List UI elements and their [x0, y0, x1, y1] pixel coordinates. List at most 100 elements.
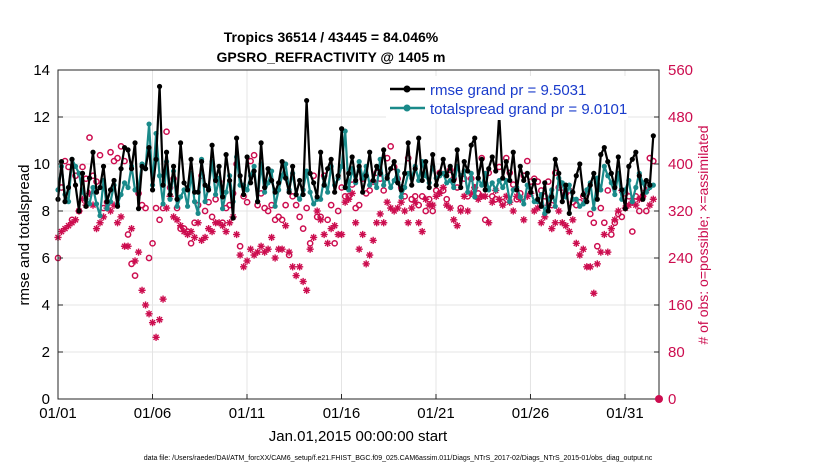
- rmse-series-point: [62, 199, 68, 205]
- rmse-series-point: [128, 166, 135, 172]
- obs-assimilated-point: [306, 245, 314, 253]
- rmse-series-point: [542, 180, 548, 186]
- obs-possible-point: [278, 216, 286, 224]
- rmse-series-point: [517, 163, 523, 169]
- rmse-series-point: [514, 187, 520, 193]
- spread-series-point: [104, 206, 110, 212]
- obs-possible-point: [156, 216, 163, 224]
- spread-series-point: [97, 213, 103, 219]
- rmse-series-point: [538, 203, 544, 209]
- rmse-series-point: [391, 159, 397, 165]
- rmse-series-point: [388, 166, 394, 172]
- obs-possible-point: [590, 219, 598, 227]
- chart-subtitle: GPSRO_REFRACTIVITY @ 1405 m: [217, 49, 446, 65]
- obs-assimilated-point: [278, 245, 286, 253]
- rmse-series-point: [241, 191, 247, 198]
- rmse-series-point: [216, 163, 222, 169]
- y-tick-label: 0: [42, 391, 50, 408]
- y-tick-label: 2: [42, 344, 50, 361]
- rmse-series-point: [325, 166, 331, 172]
- rmse-series-point: [314, 194, 320, 200]
- x-axis-label: Jan.01,2015 00:00:00 start: [269, 428, 448, 445]
- obs-possible-point: [387, 143, 395, 150]
- obs-assimilated-point: [586, 263, 594, 271]
- obs-assimilated-point: [569, 216, 577, 224]
- y-right-tick-label: 240: [668, 250, 693, 267]
- spread-series-point: [195, 210, 201, 216]
- spread-series-point: [601, 163, 607, 169]
- rmse-series-point: [465, 168, 471, 174]
- obs-assimilated-point: [352, 219, 360, 227]
- obs-possible-point: [163, 128, 170, 136]
- spread-series-point: [493, 187, 499, 193]
- obs-assimilated-point: [362, 260, 370, 268]
- obs-assimilated-point: [495, 195, 503, 203]
- obs-possible-point: [628, 228, 636, 235]
- spread-series-point: [121, 180, 128, 186]
- rmse-series-point: [318, 149, 324, 155]
- rmse-series-point: [444, 173, 450, 179]
- spread-series-point: [500, 184, 506, 191]
- obs-assimilated-point: [387, 204, 395, 212]
- obs-assimilated-point: [600, 230, 608, 239]
- rmse-series-point: [472, 135, 478, 141]
- spread-series-point: [90, 184, 96, 191]
- rmse-series-point: [451, 177, 457, 184]
- rmse-series-point: [132, 140, 138, 146]
- rmse-series-point: [475, 175, 481, 181]
- obs-assimilated-point: [562, 222, 570, 230]
- obs-assimilated-point: [96, 219, 104, 227]
- spread-series-point: [167, 196, 173, 202]
- obs-assimilated-point: [162, 204, 171, 212]
- obs-assimilated-point: [520, 216, 528, 224]
- obs-possible-point: [264, 207, 272, 215]
- obs-assimilated-point: [548, 225, 556, 233]
- obs-assimilated-point: [408, 204, 416, 212]
- obs-assimilated-point: [148, 319, 157, 327]
- obs-assimilated-point: [460, 192, 468, 200]
- obs-possible-point: [586, 210, 594, 218]
- rmse-series-point: [433, 182, 439, 188]
- obs-assimilated-point: [113, 219, 122, 227]
- obs-assimilated-point: [649, 195, 657, 203]
- spread-series-point: [146, 121, 152, 127]
- obs-assimilated-point: [446, 204, 454, 212]
- rmse-series-point: [195, 189, 201, 195]
- zero-obs-marker: [655, 395, 663, 403]
- spread-series-point: [93, 201, 100, 207]
- y-right-tick-label: 160: [668, 297, 693, 314]
- obs-possible-point: [597, 204, 605, 212]
- spread-series-point: [219, 206, 226, 212]
- rmse-series-point: [416, 135, 422, 141]
- rmse-series-point: [510, 149, 516, 155]
- rmse-series-point: [580, 191, 586, 198]
- rmse-series-point: [328, 156, 334, 162]
- rmse-series-point: [202, 182, 208, 188]
- obs-assimilated-point: [292, 272, 300, 280]
- rmse-series-point: [556, 170, 562, 176]
- obs-assimilated-point: [296, 263, 304, 271]
- y-axis-right: 0 80 160 240 320 400 480 560: [654, 62, 693, 408]
- obs-assimilated-point: [418, 227, 426, 236]
- obs-assimilated-point: [373, 219, 381, 227]
- obs-assimilated-point: [271, 254, 279, 262]
- spread-series-point: [573, 196, 579, 202]
- rmse-series-point: [79, 170, 86, 176]
- rmse-series-point: [146, 144, 152, 151]
- rmse-series-point: [223, 152, 229, 158]
- obs-assimilated-point: [208, 227, 216, 236]
- obs-possible-point: [131, 272, 139, 279]
- rmse-series-point: [163, 149, 170, 155]
- x-tick-label: 01/11: [229, 405, 265, 422]
- rmse-series-point: [198, 159, 205, 165]
- rmse-series-point: [419, 177, 425, 184]
- rmse-series-point: [58, 159, 65, 165]
- spread-series-point: [272, 203, 278, 209]
- obs-assimilated-point: [401, 207, 409, 215]
- rmse-series-point: [339, 126, 345, 132]
- obs-assimilated-point: [593, 260, 601, 268]
- rmse-series-point: [255, 199, 261, 205]
- y-axis-right-label: # of obs: o=possible; ×=assimilated: [695, 125, 711, 344]
- spread-series-point: [598, 187, 604, 193]
- rmse-series-point: [524, 170, 530, 176]
